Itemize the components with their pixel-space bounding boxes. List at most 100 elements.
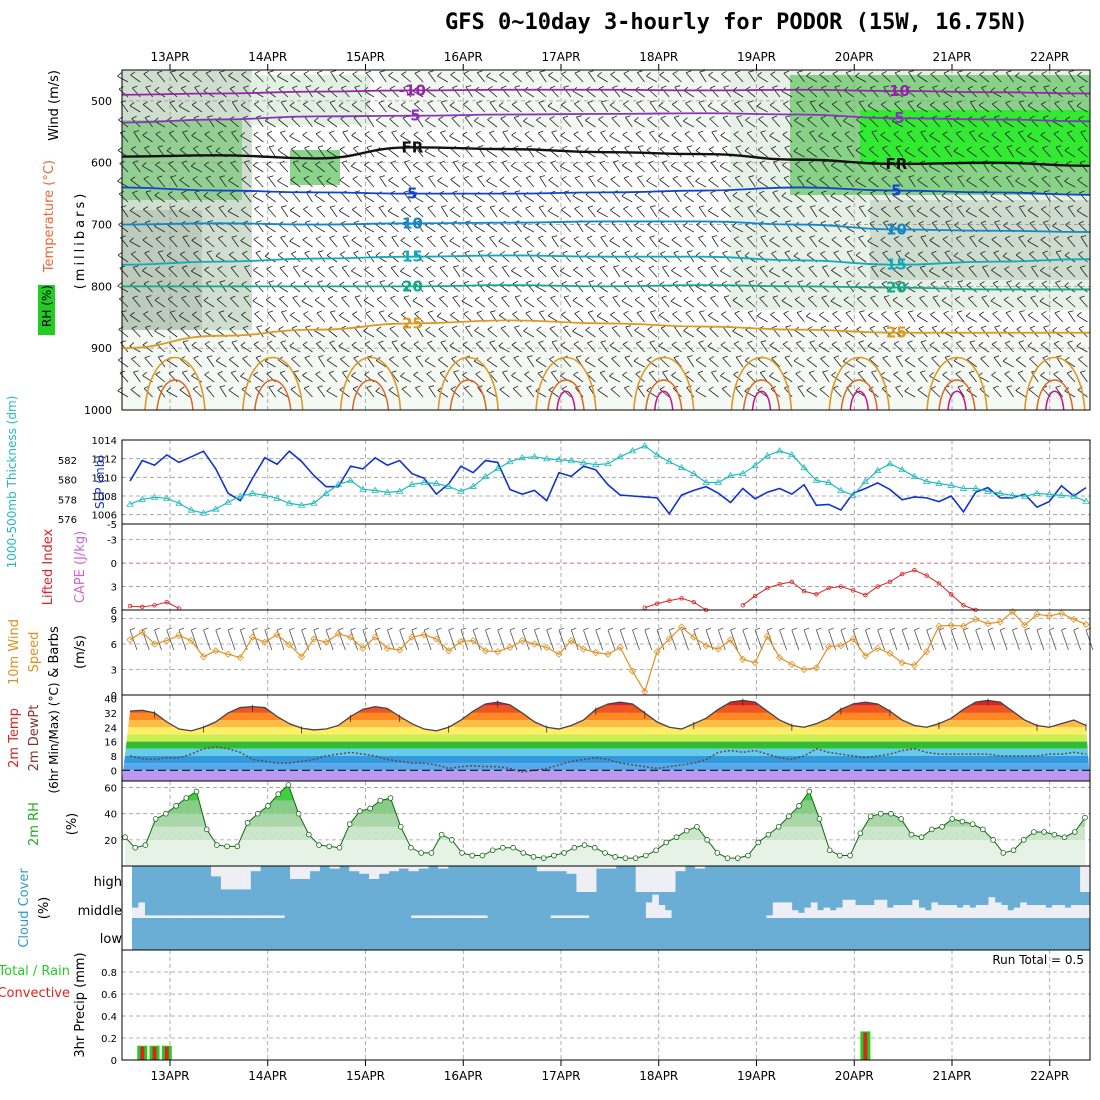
- wind-barb: [868, 146, 879, 158]
- surface-wind-barb: [754, 627, 761, 631]
- wind-barb: [918, 356, 928, 368]
- isotherm-label: 5: [407, 185, 417, 203]
- wind-barb: [523, 117, 535, 128]
- wind-barb: [219, 175, 227, 188]
- wind-barb: [424, 252, 436, 263]
- wind-barb: [599, 160, 609, 173]
- rh2m-point: [520, 850, 527, 856]
- wind-barb: [734, 205, 744, 218]
- wind-barb: [192, 176, 203, 188]
- pressure-tick-label: 700: [91, 219, 112, 232]
- wind-barb: [354, 190, 363, 203]
- wind-barb: [600, 130, 609, 143]
- wind-barb: [907, 205, 916, 218]
- wind-barb: [489, 340, 498, 353]
- wind-barb: [511, 267, 522, 278]
- wind-barb: [402, 355, 412, 368]
- wind-barb: [1076, 207, 1088, 218]
- wind-barb: [796, 100, 805, 113]
- wind-barb: [670, 162, 682, 173]
- middle-cloud-gap: [874, 899, 881, 918]
- surface-wind-barb: [1073, 629, 1082, 651]
- wind-barb: [329, 100, 338, 113]
- wind-barb: [1027, 101, 1039, 113]
- wind-barb: [855, 251, 867, 263]
- wind-barb: [796, 205, 805, 218]
- wind-barb: [979, 281, 990, 293]
- top-date-label: 19APR: [737, 50, 776, 64]
- wind-barb: [1028, 176, 1039, 188]
- wind-barb: [341, 265, 350, 278]
- wind-barb: [673, 145, 682, 158]
- wind-barb: [489, 100, 498, 113]
- wind-barb: [280, 235, 289, 248]
- surface-wind-barb: [816, 627, 822, 631]
- wind-barb: [290, 176, 301, 188]
- thickness-point: [224, 498, 232, 505]
- wind-barb: [611, 220, 621, 233]
- wind-barb: [943, 280, 953, 293]
- wind-barb: [624, 355, 633, 368]
- wind10m-point: [445, 647, 453, 655]
- wind-barb: [991, 341, 1002, 353]
- thickness-point: [604, 459, 612, 467]
- wind10m-point: [150, 640, 159, 648]
- wind-barb: [524, 236, 535, 248]
- wind-barb: [1065, 296, 1076, 308]
- wind-barb: [919, 370, 928, 383]
- wind-barb: [868, 71, 879, 83]
- rh2m-point: [397, 823, 404, 830]
- wind-barb: [1005, 205, 1014, 218]
- wind-barb: [585, 116, 596, 128]
- wind10m-point: [628, 667, 637, 675]
- wind-barb: [894, 310, 904, 323]
- wind-barb: [535, 356, 547, 368]
- wind-barb: [636, 205, 645, 218]
- middle-cloud-gap: [239, 915, 247, 918]
- wind-barb: [219, 70, 227, 83]
- wind-barb: [205, 175, 215, 188]
- wind-barb: [402, 325, 412, 338]
- middle-cloud-gap: [893, 905, 900, 918]
- wind-barb: [403, 295, 412, 308]
- wind-barb: [957, 385, 965, 398]
- wind-barb: [425, 116, 436, 128]
- pressure-tick-label: 1000: [84, 404, 112, 417]
- wind-barb: [193, 355, 203, 368]
- wind-tick-label: 9: [111, 615, 117, 626]
- wind-barb: [956, 100, 965, 113]
- wind-barb: [376, 116, 387, 128]
- wind-barb: [671, 266, 682, 278]
- wind-barb: [315, 266, 326, 278]
- wind-barb: [1079, 265, 1088, 278]
- high-cloud-gap: [250, 866, 261, 872]
- isotherm-line-surface: [437, 356, 500, 411]
- surface-wind-barb: [374, 627, 381, 631]
- wind-barb: [363, 296, 375, 308]
- wind10m-point: [837, 642, 845, 650]
- wind-barb: [178, 312, 190, 323]
- wind-barb: [809, 100, 818, 113]
- wind-barb: [919, 295, 928, 308]
- wind-barb: [907, 340, 916, 353]
- wind-barb: [770, 71, 781, 83]
- wind10m-point: [739, 655, 747, 663]
- wind-barb: [782, 341, 793, 353]
- wind-barb: [342, 235, 350, 248]
- wind-barb: [634, 326, 645, 338]
- wind-barb: [400, 132, 412, 143]
- rh2m-point: [367, 805, 373, 812]
- wind-barb: [806, 72, 818, 83]
- wind-barb: [1027, 206, 1039, 218]
- wind-barb: [880, 101, 891, 113]
- wind-barb: [230, 295, 239, 308]
- wind-barb: [820, 115, 830, 128]
- wind-barb: [625, 325, 633, 338]
- isotherm-line-surface: [556, 390, 576, 411]
- rh2m-point: [959, 818, 966, 825]
- wind-barb: [538, 340, 547, 353]
- rh2m-point: [183, 795, 190, 801]
- surface-wind-barb: [754, 629, 763, 651]
- surface-wind-barb: [950, 629, 959, 651]
- wind-barb: [205, 310, 215, 323]
